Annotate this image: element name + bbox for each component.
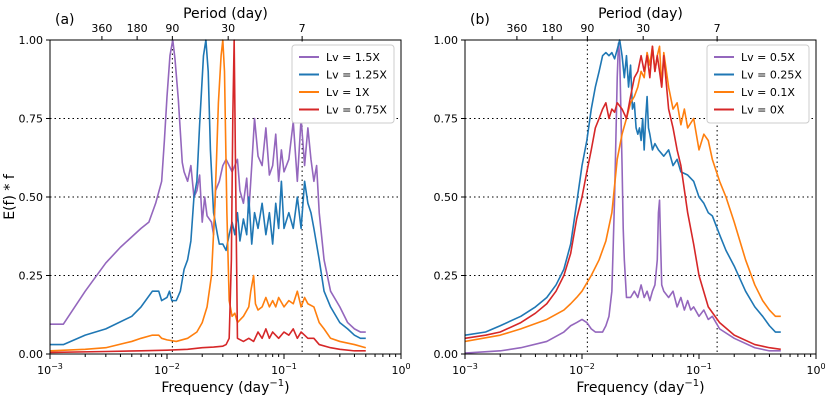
y-tick-label: 0.75 (19, 113, 44, 126)
y-tick-label: 0.25 (434, 270, 459, 283)
series-line-4 (465, 45, 781, 351)
top-tick-label: 90 (165, 22, 179, 35)
legend: Lv = 1.5X Lv = 1.25X Lv = 1X Lv = 0.75X (291, 44, 395, 124)
x-axis-title: Frequency (day−1) (576, 378, 704, 396)
top-tick-label: 7 (714, 22, 721, 35)
top-axis-title: Period (day) (183, 6, 268, 22)
y-tick-label: 1.00 (434, 34, 459, 47)
panel-a: 0.00 0.25 0.50 0.75 1.00 10−3 10−2 10−1 100 360 18… (2, 6, 411, 396)
panel-label: (b) (470, 12, 490, 28)
x-tick-label: 10−3 (37, 362, 63, 377)
y-tick-label: 0.50 (19, 191, 44, 204)
legend-label: Lv = 0.5X (741, 51, 795, 64)
x-tick-label: 10−2 (154, 362, 180, 377)
x-tick-label: 10−3 (452, 362, 478, 377)
top-tick-label: 30 (636, 22, 650, 35)
x-tick-label: 10−2 (569, 362, 595, 377)
series-line-2 (465, 39, 781, 336)
x-tick-label: 10−1 (686, 362, 712, 377)
top-tick-label: 90 (580, 22, 594, 35)
x-axis-title: Frequency (day−1) (161, 378, 289, 396)
y-tick-label: 1.00 (19, 34, 44, 47)
y-axis-title: E(f) * f (2, 173, 18, 220)
top-tick-label: 180 (542, 22, 563, 35)
panel-label: (a) (55, 12, 75, 28)
y-tick-label: 0.50 (434, 191, 459, 204)
y-tick-label: 0.75 (434, 113, 459, 126)
top-tick-label: 360 (506, 22, 527, 35)
x-tick-label: 10−1 (271, 362, 297, 377)
y-tick-label: 0.25 (19, 270, 44, 283)
legend-label: Lv = 1.5X (326, 51, 380, 64)
series-line-3 (50, 39, 366, 352)
legend-label: Lv = 0X (741, 104, 785, 117)
top-tick-label: 7 (299, 22, 306, 35)
panel-b: 0.00 0.25 0.50 0.75 1.00 10−3 10−2 10−1 100 360 18… (434, 6, 826, 396)
legend-label: Lv = 1X (326, 86, 370, 99)
legend: Lv = 0.5X Lv = 0.25X Lv = 0.1X Lv = 0X (706, 44, 810, 124)
y-tick-label: 0.00 (434, 348, 459, 361)
legend-label: Lv = 0.75X (326, 104, 387, 117)
series-line-1 (465, 42, 781, 354)
legend-frame (291, 44, 395, 124)
series-line-4 (50, 39, 366, 354)
top-tick-label: 180 (127, 22, 148, 35)
top-tick-label: 360 (91, 22, 112, 35)
x-tick-label: 100 (806, 362, 825, 377)
legend-frame (706, 44, 810, 124)
y-tick-label: 0.00 (19, 348, 44, 361)
x-tick-label: 100 (391, 362, 410, 377)
legend-label: Lv = 0.25X (741, 69, 802, 82)
top-tick-label: 30 (221, 22, 235, 35)
top-axis-title: Period (day) (598, 6, 683, 22)
legend-label: Lv = 0.1X (741, 86, 795, 99)
legend-label: Lv = 1.25X (326, 69, 387, 82)
